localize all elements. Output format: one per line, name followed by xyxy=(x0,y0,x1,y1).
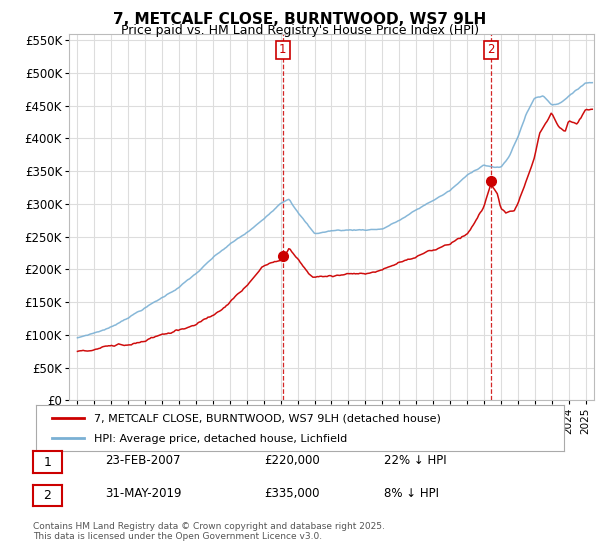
Text: 7, METCALF CLOSE, BURNTWOOD, WS7 9LH: 7, METCALF CLOSE, BURNTWOOD, WS7 9LH xyxy=(113,12,487,27)
Text: Contains HM Land Registry data © Crown copyright and database right 2025.
This d: Contains HM Land Registry data © Crown c… xyxy=(33,522,385,542)
Text: 2: 2 xyxy=(487,44,494,57)
Text: 7, METCALF CLOSE, BURNTWOOD, WS7 9LH (detached house): 7, METCALF CLOSE, BURNTWOOD, WS7 9LH (de… xyxy=(94,414,441,424)
Text: 2: 2 xyxy=(43,489,52,502)
Text: 1: 1 xyxy=(43,455,52,469)
Text: 1: 1 xyxy=(279,44,287,57)
Text: 22% ↓ HPI: 22% ↓ HPI xyxy=(384,454,446,467)
Text: 23-FEB-2007: 23-FEB-2007 xyxy=(105,454,181,467)
Text: £220,000: £220,000 xyxy=(264,454,320,467)
Text: 8% ↓ HPI: 8% ↓ HPI xyxy=(384,487,439,501)
Text: HPI: Average price, detached house, Lichfield: HPI: Average price, detached house, Lich… xyxy=(94,434,347,444)
Text: 31-MAY-2019: 31-MAY-2019 xyxy=(105,487,182,501)
Text: £335,000: £335,000 xyxy=(264,487,320,501)
Text: Price paid vs. HM Land Registry's House Price Index (HPI): Price paid vs. HM Land Registry's House … xyxy=(121,24,479,37)
